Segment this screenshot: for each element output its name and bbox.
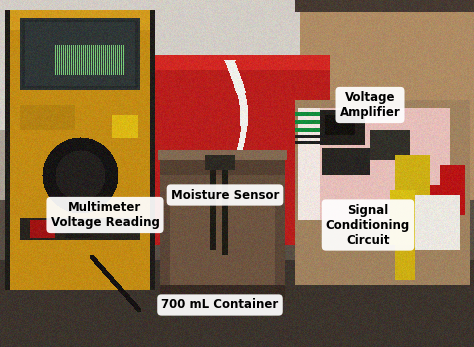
Text: Multimeter
Voltage Reading: Multimeter Voltage Reading xyxy=(51,201,159,229)
Text: 700 mL Container: 700 mL Container xyxy=(161,298,279,312)
Text: Signal
Conditioning
Circuit: Signal Conditioning Circuit xyxy=(326,203,410,246)
Text: Moisture Sensor: Moisture Sensor xyxy=(171,188,279,202)
Text: Voltage
Amplifier: Voltage Amplifier xyxy=(340,91,401,119)
